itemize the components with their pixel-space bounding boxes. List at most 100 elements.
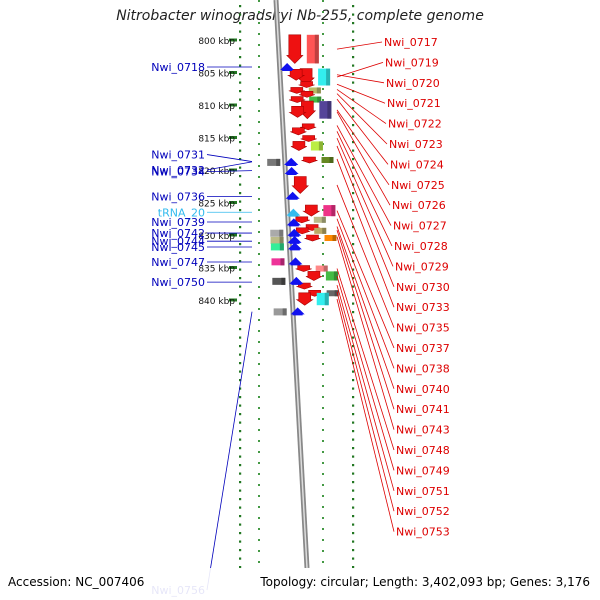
track-dot [322, 385, 324, 387]
leader-line [337, 138, 393, 266]
rail-dot [352, 48, 354, 50]
track-dot [322, 517, 324, 519]
track-dot [322, 352, 324, 354]
rail-dot [239, 490, 241, 492]
gene-label-nwi-0731: Nwi_0731 [151, 149, 205, 162]
gene-marker-shade [322, 217, 326, 223]
rail-dot [352, 473, 354, 475]
gene-marker-shade [279, 230, 283, 237]
track-dot [258, 385, 260, 387]
track-dot [322, 187, 324, 189]
rail-dot [352, 490, 354, 492]
track-dot [258, 341, 260, 343]
track-dot [322, 550, 324, 552]
track-dot [322, 33, 324, 35]
rail-dot [352, 22, 354, 24]
track-dot [322, 418, 324, 420]
rail-dot [239, 277, 241, 279]
track-dot [258, 363, 260, 365]
rail-dot [239, 107, 241, 109]
ruler-label-810: 810 kbp [198, 102, 235, 112]
rail-dot [239, 184, 241, 186]
rail-dot [352, 56, 354, 58]
rail-dot [352, 39, 354, 41]
track-dot [258, 0, 260, 2]
rail-dot [352, 515, 354, 517]
gene-label-nwi-0726: Nwi_0726 [392, 199, 446, 212]
gene-arrow-nwi-0728 [290, 128, 306, 135]
rail-dot [239, 439, 241, 441]
rail-dot [352, 413, 354, 415]
rail-dot [239, 337, 241, 339]
rail-dot [239, 14, 241, 16]
track-dot [258, 44, 260, 46]
track-dot [322, 154, 324, 156]
track-dot [322, 539, 324, 541]
rail-dot [239, 22, 241, 24]
track-dot [322, 341, 324, 343]
track-dot [258, 330, 260, 332]
rail-dot [239, 362, 241, 364]
rail-dot [239, 405, 241, 407]
rail-dot [239, 422, 241, 424]
rail-dot [239, 464, 241, 466]
rail-dot [352, 447, 354, 449]
rail-dot [239, 252, 241, 254]
track-dot [258, 11, 260, 13]
ruler-label-800: 800 kbp [198, 37, 235, 47]
track-dot [258, 506, 260, 508]
rail-dot [239, 447, 241, 449]
track-dot [258, 495, 260, 497]
rail-dot [352, 524, 354, 526]
gene-label-nwi-0750: Nwi_0750 [151, 276, 205, 289]
rail-dot [239, 82, 241, 84]
rail-dot [239, 507, 241, 509]
track-dot [258, 231, 260, 233]
track-dot [322, 253, 324, 255]
ruler-label-840: 840 kbp [198, 297, 235, 307]
track-dot [258, 176, 260, 178]
gene-marker-shade [333, 235, 337, 241]
rail-dot [239, 320, 241, 322]
rail-dot [352, 507, 354, 509]
rail-dot [239, 99, 241, 101]
track-dot [258, 88, 260, 90]
rail-dot [352, 430, 354, 432]
gene-arrow-nwi-0749 [306, 271, 322, 280]
rail-dot [352, 243, 354, 245]
rail-dot [352, 498, 354, 500]
track-dot [322, 407, 324, 409]
gene-label-nwi-0729: Nwi_0729 [395, 260, 449, 273]
track-dot [258, 187, 260, 189]
gene-label-nwi-0725: Nwi_0725 [391, 179, 445, 192]
leader-line [207, 312, 252, 590]
gene-marker-shade [283, 308, 287, 315]
track-dot [258, 550, 260, 552]
track-dot [258, 242, 260, 244]
leader-line [337, 227, 394, 389]
leader-line [337, 112, 390, 205]
leader-line [337, 131, 392, 246]
gene-marker-shade [281, 278, 285, 285]
rail-dot [239, 209, 241, 211]
gene-arrow-nwi-0748 [296, 266, 312, 272]
rail-dot [352, 456, 354, 458]
rail-dot [239, 65, 241, 67]
rail-dot [239, 116, 241, 118]
gene-label-nwi-0736: Nwi_0736 [151, 191, 205, 204]
rail-dot [239, 235, 241, 237]
gene-label-nwi-0728: Nwi_0728 [394, 240, 448, 253]
gene-marker-shade [280, 258, 284, 265]
leader-line [337, 285, 394, 491]
rail-dot [352, 379, 354, 381]
track-dot [258, 396, 260, 398]
track-dot [322, 396, 324, 398]
leader-line [337, 42, 382, 49]
track-dot [258, 143, 260, 145]
track-dot [258, 561, 260, 563]
track-dot [322, 275, 324, 277]
track-dot [258, 132, 260, 134]
leader-line [337, 276, 394, 470]
rail-dot [239, 456, 241, 458]
rail-dot [352, 337, 354, 339]
